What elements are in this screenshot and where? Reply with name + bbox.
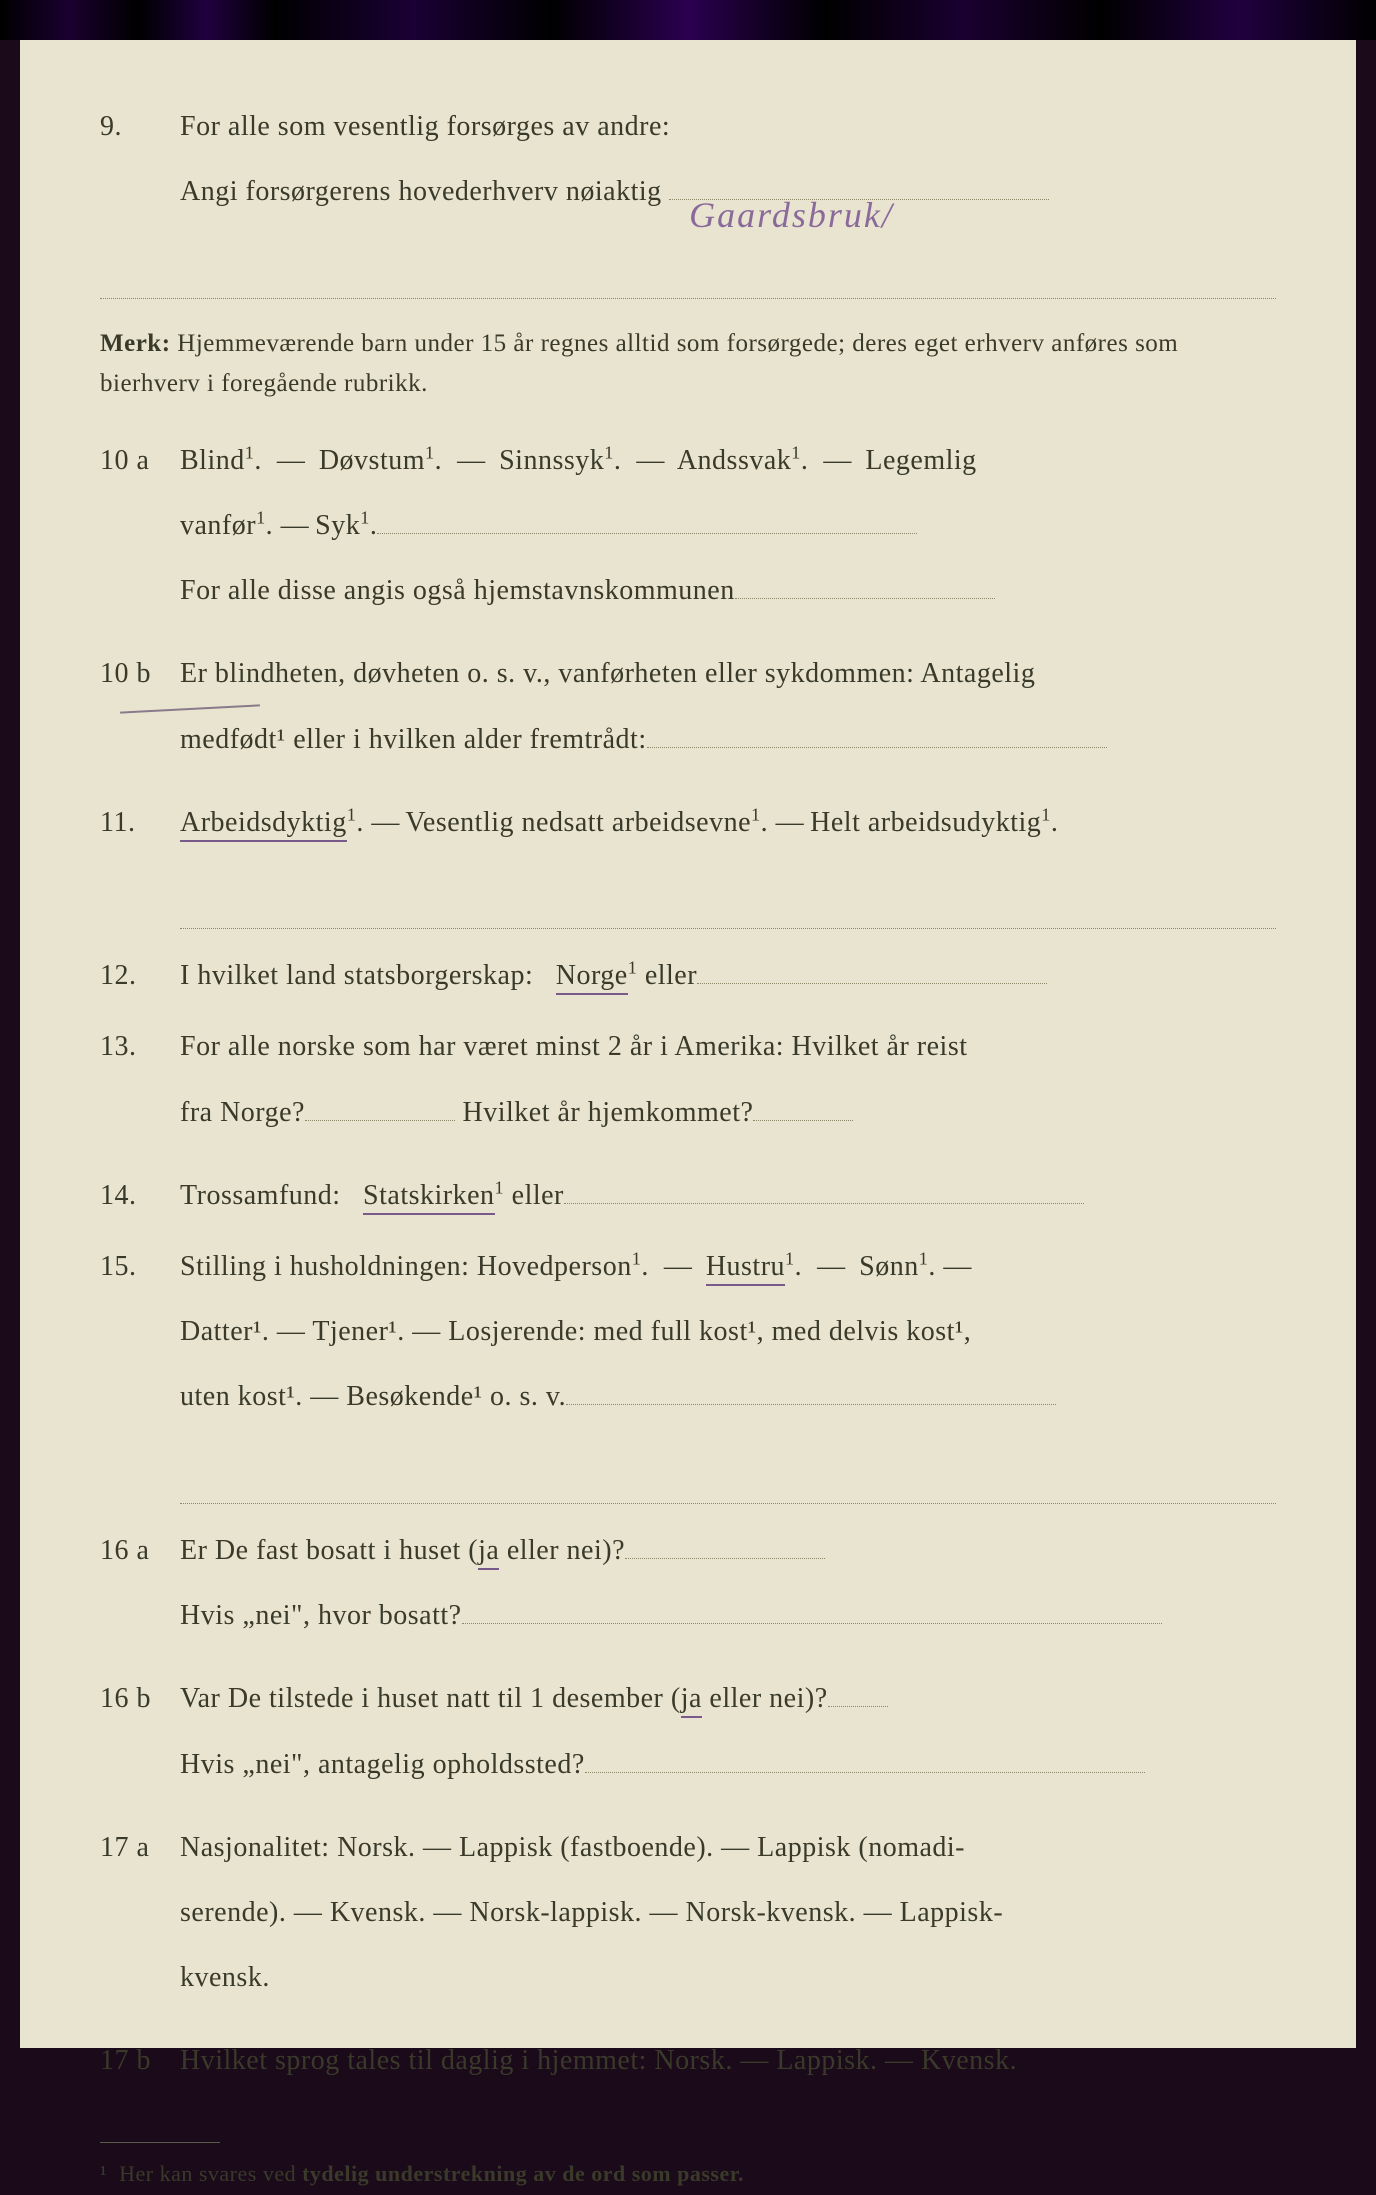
q17a-number: 17 a (100, 1821, 180, 2017)
q13-line2: fra Norge? Hvilket år hjemkommet? (180, 1086, 1276, 1139)
q12-number: 12. (100, 949, 180, 1002)
q15-line2: Datter¹. — Tjener¹. — Losjerende: med fu… (180, 1305, 1276, 1358)
q9-line1: For alle som vesentlig forsørges av andr… (180, 100, 1276, 153)
q16b-line2: Hvis „nei", antagelig opholdssted? (180, 1738, 1276, 1791)
scan-artifact-top (0, 0, 1376, 40)
q10b-line1: Er blindheten, døvheten o. s. v., vanfør… (180, 647, 1276, 700)
document-page: 9. For alle som vesentlig forsørges av a… (20, 40, 1356, 2048)
q15-line3: uten kost¹. — Besøkende¹ o. s. v. (180, 1370, 1276, 1423)
q16b-number: 16 b (100, 1672, 180, 1802)
q17a-line2: serende). — Kvensk. — Norsk-lappisk. — N… (180, 1886, 1276, 1939)
q17b-number: 17 b (100, 2034, 180, 2087)
question-17a: 17 a Nasjonalitet: Norsk. — Lappisk (fas… (100, 1821, 1276, 2017)
q17a-line1: Nasjonalitet: Norsk. — Lappisk (fastboen… (180, 1821, 1276, 1874)
question-13: 13. For alle norske som har været minst … (100, 1020, 1276, 1150)
question-15: 15. Stilling i husholdningen: Hovedperso… (100, 1240, 1276, 1436)
q10a-line2: vanfør1. — Syk1. (180, 499, 1276, 552)
footnote-bold: tydelig understrekning av de ord som pas… (302, 2161, 744, 2186)
question-12: 12. I hvilket land statsborgerskap: Norg… (100, 949, 1276, 1002)
q14-text: Trossamfund: Statskirken1 eller (180, 1169, 1276, 1222)
q13-number: 13. (100, 1020, 180, 1150)
question-10a: 10 a Blind1. — Døvstum1. — Sinnssyk1. — … (100, 434, 1276, 630)
q17a-line3: kvensk. (180, 1951, 1276, 2004)
q15-line1: Stilling i husholdningen: Hovedperson1. … (180, 1240, 1276, 1293)
q11-number: 11. (100, 796, 180, 861)
merk-note: Merk: Hjemmeværende barn under 15 år reg… (100, 324, 1276, 404)
divider (180, 879, 1276, 929)
divider (180, 1454, 1276, 1504)
question-16a: 16 a Er De fast bosatt i huset (ja eller… (100, 1524, 1276, 1654)
question-10b: 10 b Er blindheten, døvheten o. s. v., v… (100, 647, 1276, 777)
question-16b: 16 b Var De tilstede i huset natt til 1 … (100, 1672, 1276, 1802)
q9-number: 9. (100, 100, 180, 230)
q16a-line2: Hvis „nei", hvor bosatt? (180, 1589, 1276, 1642)
question-14: 14. Trossamfund: Statskirken1 eller (100, 1169, 1276, 1222)
question-17b: 17 b Hvilket sprog tales til daglig i hj… (100, 2034, 1276, 2087)
q10a-number: 10 a (100, 434, 180, 630)
merk-label: Merk: (100, 330, 171, 357)
divider (100, 248, 1276, 298)
q9-handwritten-answer: Gaardsbruk/ (689, 181, 894, 249)
q16a-number: 16 a (100, 1524, 180, 1654)
footnote-text: Her kan svares ved (119, 2161, 296, 2186)
q9-line2: Angi forsørgerens hovederhverv nøiaktig … (180, 165, 1276, 218)
q11-text: Arbeidsdyktig1. — Vesentlig nedsatt arbe… (180, 796, 1276, 849)
footnote-marker: ¹ (100, 2161, 107, 2186)
question-9: 9. For alle som vesentlig forsørges av a… (100, 100, 1276, 230)
q14-number: 14. (100, 1169, 180, 1222)
q16a-line1: Er De fast bosatt i huset (ja eller nei)… (180, 1524, 1276, 1577)
q17b-text: Hvilket sprog tales til daglig i hjemmet… (180, 2034, 1276, 2087)
footnote-rule (100, 2142, 220, 2143)
q10b-line2: medfødt¹ eller i hvilken alder fremtrådt… (180, 713, 1276, 766)
q10a-line3: For alle disse angis også hjemstavnskomm… (180, 564, 1276, 617)
merk-text: Hjemmeværende barn under 15 år regnes al… (100, 330, 1178, 397)
q9-prompt: Angi forsørgerens hovederhverv nøiaktig (180, 176, 662, 207)
q10a-line1: Blind1. — Døvstum1. — Sinnssyk1. — Andss… (180, 434, 1276, 487)
q13-line1: For alle norske som har været minst 2 år… (180, 1020, 1276, 1073)
q15-number: 15. (100, 1240, 180, 1436)
q12-text: I hvilket land statsborgerskap: Norge1 e… (180, 949, 1276, 1002)
footnote: ¹ Her kan svares ved tydelig understrekn… (100, 2127, 1276, 2195)
question-11: 11. Arbeidsdyktig1. — Vesentlig nedsatt … (100, 796, 1276, 861)
q16b-line1: Var De tilstede i huset natt til 1 desem… (180, 1672, 1276, 1725)
